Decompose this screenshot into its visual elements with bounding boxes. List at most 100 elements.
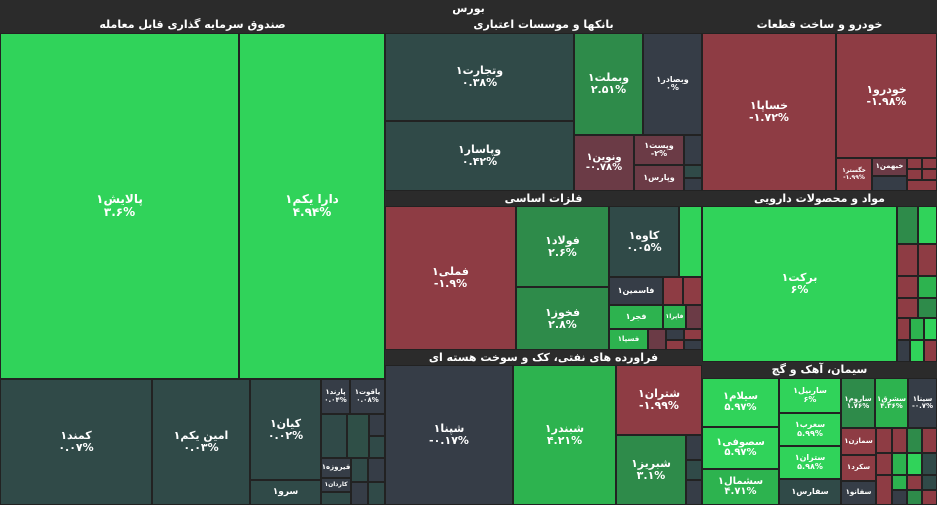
tile-small[interactable] bbox=[897, 244, 918, 276]
tile-small[interactable] bbox=[683, 277, 702, 305]
tile-sestran[interactable]: ستران۱ ۵.۹۸% bbox=[779, 446, 841, 479]
tile-shabandar[interactable]: شبندر۱ ۴.۲۱% bbox=[513, 365, 616, 505]
tile-fapa[interactable]: فاپرا۱ bbox=[663, 305, 686, 329]
tile-barkat[interactable]: برکت۱ ۶% bbox=[702, 206, 897, 362]
tile-small[interactable] bbox=[684, 178, 702, 191]
tile-vbsader[interactable]: وبصادر۱ ۰% bbox=[643, 33, 702, 135]
tile-small[interactable] bbox=[922, 428, 937, 453]
tile-sina[interactable]: سینا۱ -۰.۷% bbox=[908, 378, 937, 428]
tile-small[interactable] bbox=[368, 458, 385, 482]
tile-parand[interactable]: پارند۱ ۰.۰۴% bbox=[321, 379, 350, 414]
tile-safano[interactable]: سفانو۱ bbox=[841, 481, 876, 505]
tile-small[interactable] bbox=[897, 318, 910, 340]
tile-small[interactable] bbox=[907, 169, 922, 180]
tile-khsapa[interactable]: خساپا۱ -۱.۷۲% bbox=[702, 33, 836, 191]
tile-firooze[interactable]: فیروزه۱ bbox=[321, 458, 351, 478]
tile-small[interactable] bbox=[907, 158, 922, 169]
tile-fameli[interactable]: فملی۱ -۱.۹% bbox=[385, 206, 516, 350]
tile-palayesh[interactable]: پالایش۱ ۳.۶% bbox=[0, 33, 239, 379]
tile-shetran[interactable]: شتران۱ -۱.۹۹% bbox=[616, 365, 702, 435]
tile-khodro[interactable]: خودرو۱ -۱.۹۸% bbox=[836, 33, 937, 158]
tile-small[interactable] bbox=[351, 458, 368, 482]
tile-small[interactable] bbox=[666, 340, 684, 350]
sector-header-oil[interactable]: فراورده های نفتی، کک و سوخت هسته ای bbox=[385, 350, 702, 365]
tile-small[interactable] bbox=[872, 176, 907, 191]
tile-small[interactable] bbox=[910, 318, 924, 340]
tile-small[interactable] bbox=[369, 436, 385, 458]
tile-khgostar[interactable]: خگستر۱ -۱.۹۹% bbox=[836, 158, 872, 191]
tile-saroom[interactable]: ساروم۱ ۱.۷۶% bbox=[841, 378, 875, 428]
tile-small[interactable] bbox=[897, 298, 918, 318]
tile-vtejarat[interactable]: وتجارت۱ ۰.۳۸% bbox=[385, 33, 574, 121]
sector-header-etf[interactable]: صندوق سرمایه گذاری قابل معامله bbox=[0, 17, 385, 33]
tile-small[interactable] bbox=[684, 340, 702, 350]
sector-header-metals[interactable]: فلزات اساسی bbox=[385, 191, 702, 206]
tile-kian[interactable]: کیان۱ ۰.۰۲% bbox=[250, 379, 321, 480]
tile-khbahman[interactable]: خبهمن۱ bbox=[872, 158, 907, 176]
tile-small[interactable] bbox=[684, 329, 702, 340]
tile-small[interactable] bbox=[347, 414, 369, 458]
tile-amin-yekom[interactable]: امین یکم۱ ۰.۰۳% bbox=[152, 379, 250, 505]
tile-shomal[interactable]: سشمال۱ ۴.۷۱% bbox=[702, 469, 779, 505]
tile-small[interactable] bbox=[897, 276, 918, 298]
tile-sfars[interactable]: سفارس۱ bbox=[779, 479, 841, 505]
tile-sarbil[interactable]: ساربیل۱ ۶% bbox=[779, 378, 841, 413]
tile-small[interactable] bbox=[666, 329, 684, 340]
tile-small[interactable] bbox=[922, 490, 937, 505]
tile-small[interactable] bbox=[907, 453, 922, 475]
sector-header-auto[interactable]: خودرو و ساخت قطعات bbox=[702, 17, 937, 33]
tile-small[interactable] bbox=[918, 276, 937, 298]
tile-small[interactable] bbox=[321, 414, 347, 458]
tile-small[interactable] bbox=[897, 340, 910, 362]
tile-small[interactable] bbox=[876, 475, 892, 505]
sector-header-banks[interactable]: بانکها و موسسات اعتباری bbox=[385, 17, 702, 33]
tile-kasamin[interactable]: فاسمین۱ bbox=[609, 277, 663, 305]
tile-small[interactable] bbox=[368, 482, 385, 505]
tile-shabriz[interactable]: شبریز۱ ۳.۱% bbox=[616, 435, 686, 505]
tile-small[interactable] bbox=[918, 298, 937, 318]
tile-small[interactable] bbox=[876, 428, 892, 453]
tile-small[interactable] bbox=[351, 482, 368, 505]
tile-small[interactable] bbox=[684, 135, 702, 165]
tile-small[interactable] bbox=[924, 318, 937, 340]
tile-small[interactable] bbox=[922, 475, 937, 490]
tile-small[interactable] bbox=[648, 329, 666, 350]
tile-kardan[interactable]: کاردان۱ bbox=[321, 478, 351, 492]
tile-small[interactable] bbox=[907, 475, 922, 490]
tile-small[interactable] bbox=[924, 340, 937, 362]
tile-small[interactable] bbox=[892, 475, 907, 490]
tile-small[interactable] bbox=[684, 165, 702, 178]
tile-small[interactable] bbox=[679, 206, 702, 277]
tile-dara-yekom[interactable]: دارا یکم۱ ۴.۹۴% bbox=[239, 33, 385, 379]
tile-small[interactable] bbox=[922, 453, 937, 475]
tile-vparsi[interactable]: وپارس۱ bbox=[634, 165, 684, 191]
tile-foolad[interactable]: فولاد۱ ۲.۶% bbox=[516, 206, 609, 287]
tile-small[interactable] bbox=[897, 206, 918, 244]
tile-sekord[interactable]: سکرد۱ bbox=[841, 455, 876, 481]
tile-sgharb[interactable]: سغرب۱ ۵.۹۹% bbox=[779, 413, 841, 446]
tile-small[interactable] bbox=[922, 169, 937, 180]
tile-small[interactable] bbox=[321, 492, 351, 505]
tile-sharg[interactable]: سشرق۱ ۴.۳۶% bbox=[875, 378, 908, 428]
tile-semazan[interactable]: سمازن۱ bbox=[841, 428, 876, 455]
tile-small[interactable] bbox=[910, 340, 924, 362]
tile-shana[interactable]: شپنا۱ -۰.۱۷% bbox=[385, 365, 513, 505]
tile-small[interactable] bbox=[892, 490, 907, 505]
tile-small[interactable] bbox=[892, 428, 907, 453]
tile-fajr[interactable]: فجر۱ bbox=[609, 305, 663, 329]
tile-sylam[interactable]: سیلام۱ ۵.۹۷% bbox=[702, 378, 779, 427]
sector-header-pharma[interactable]: مواد و محصولات دارویی bbox=[702, 191, 937, 206]
tile-fkhooz[interactable]: فخوز۱ ۲.۸% bbox=[516, 287, 609, 350]
tile-small[interactable] bbox=[892, 453, 907, 475]
tile-small[interactable] bbox=[922, 158, 937, 169]
tile-small[interactable] bbox=[876, 453, 892, 475]
tile-vbemellat[interactable]: وبملت۱ ۲.۵۱% bbox=[574, 33, 643, 135]
tile-small[interactable] bbox=[907, 180, 937, 191]
tile-small[interactable] bbox=[686, 305, 702, 329]
tile-small[interactable] bbox=[369, 414, 385, 436]
tile-sarv[interactable]: سرو۱ bbox=[250, 480, 321, 505]
tile-small[interactable] bbox=[918, 244, 937, 276]
tile-yaghoot[interactable]: یاقوت۱ ۰.۰۸% bbox=[350, 379, 385, 414]
tile-small[interactable] bbox=[918, 206, 937, 244]
tile-small[interactable] bbox=[686, 435, 702, 460]
